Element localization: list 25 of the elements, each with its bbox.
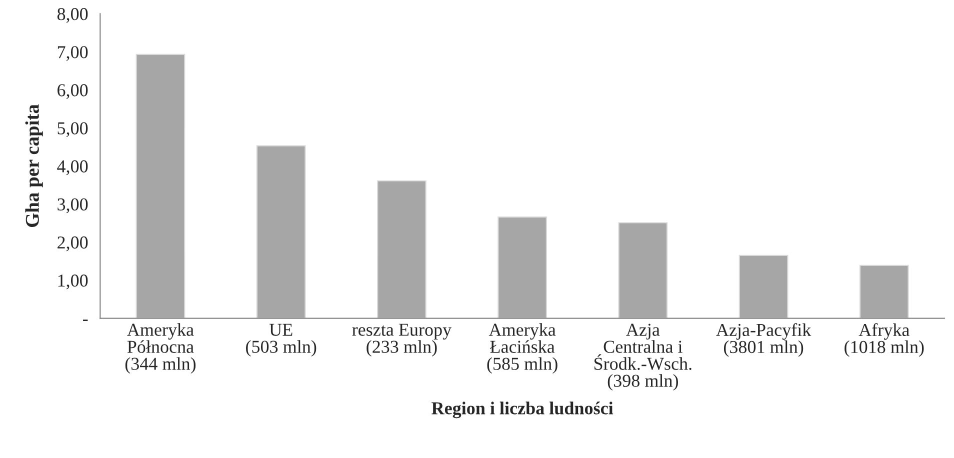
bar [498, 216, 547, 318]
x-tick-label: Ameryka Łacińska (585 mln) [487, 323, 558, 374]
bar [618, 222, 668, 318]
y-tick-label: 7,00 [58, 46, 88, 61]
y-axis-title: Gha per capita [25, 104, 43, 228]
bar [256, 145, 306, 318]
x-tick-label: Afryka (1018 mln) [844, 323, 924, 357]
x-tick-label: Azja Centralna i Środk.-Wsch. (398 mln) [594, 324, 692, 391]
y-tick-label: 4,00 [57, 160, 88, 176]
y-tick-label: 8,00 [57, 8, 88, 23]
x-tick-label: Azja-Pacyfik (3801 mln) [716, 323, 812, 357]
x-tick-label: Ameryka Północna (344 mln) [125, 323, 196, 374]
y-tick-label: 1,00 [58, 274, 88, 290]
bar [859, 264, 909, 318]
bar [377, 180, 426, 318]
x-axis-title: Region i liczba ludności [432, 402, 614, 418]
y-tick-label: 5,00 [58, 122, 88, 137]
y-tick-label: 2,00 [58, 236, 88, 252]
bar [136, 54, 186, 318]
y-tick-label: 3,00 [58, 198, 88, 214]
x-tick-label: reszta Europy (233 mln) [352, 324, 452, 357]
y-tick-label: 6,00 [58, 84, 88, 99]
x-tick-label: UE (503 mln) [246, 324, 316, 357]
y-tick-label: - [83, 320, 88, 321]
bar [738, 254, 788, 318]
